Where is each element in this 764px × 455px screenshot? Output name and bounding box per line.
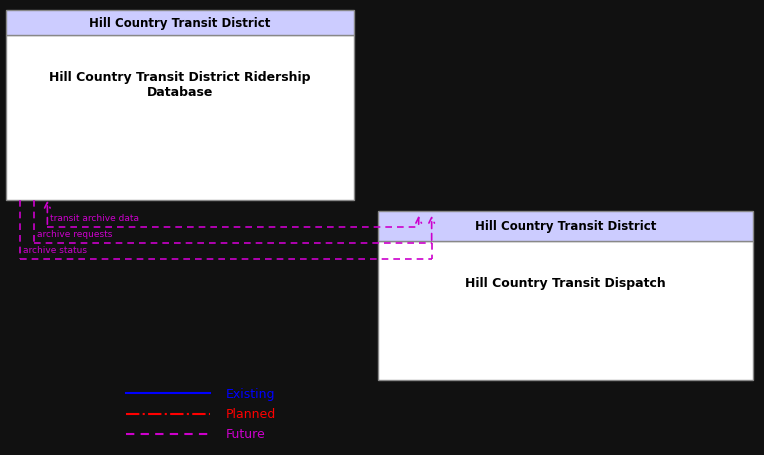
Text: archive requests: archive requests [37,230,112,239]
Text: transit archive data: transit archive data [50,214,139,223]
Text: Hill Country Transit District: Hill Country Transit District [89,17,270,30]
Text: Future: Future [225,427,265,440]
Text: Hill Country Transit District Ridership
Database: Hill Country Transit District Ridership … [49,71,311,99]
Text: archive status: archive status [23,246,87,255]
Text: Existing: Existing [225,387,275,400]
Bar [6,36,354,200]
Text: Hill Country Transit Dispatch: Hill Country Transit Dispatch [465,276,665,289]
Bar [6,11,354,36]
Text: Hill Country Transit District: Hill Country Transit District [474,220,656,233]
Text: Planned: Planned [225,407,276,420]
Bar [378,212,753,241]
Bar [378,241,753,380]
